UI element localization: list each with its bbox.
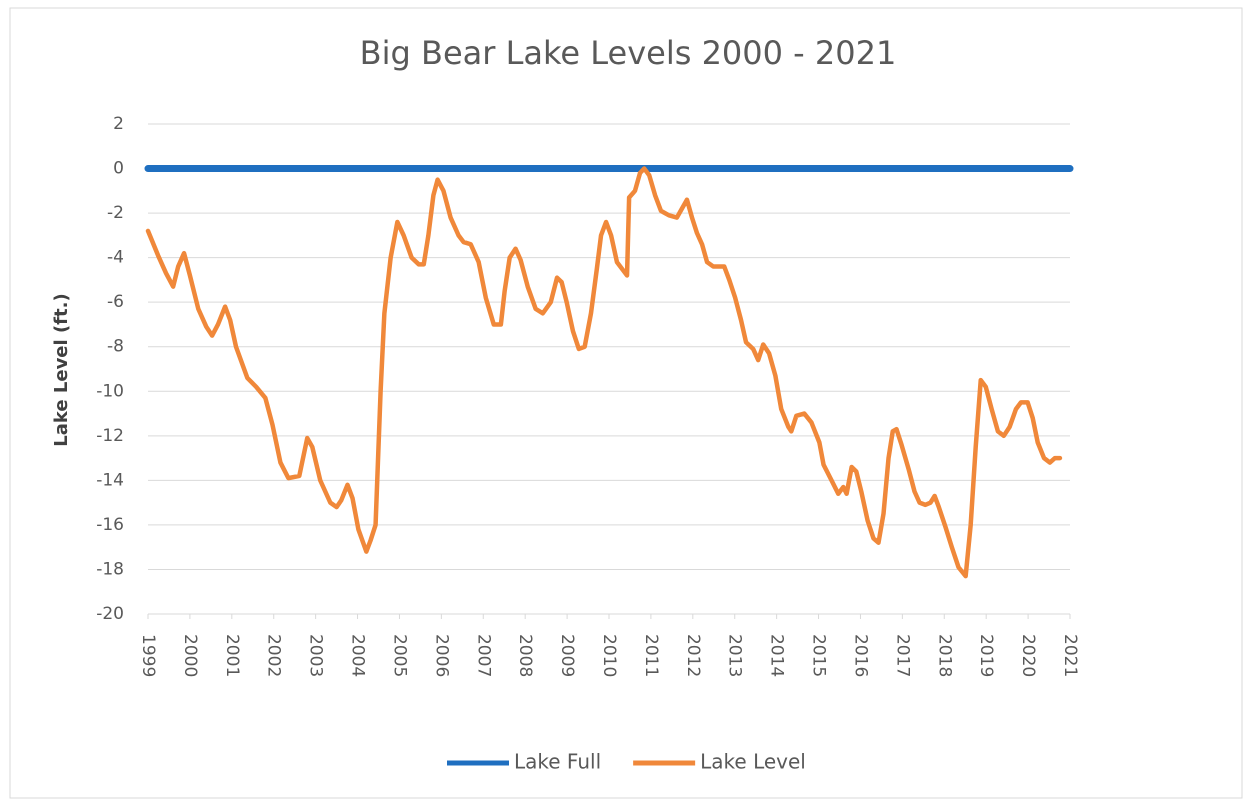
x-tick-label: 2005 bbox=[389, 634, 409, 677]
y-tick-label: -20 bbox=[96, 604, 124, 624]
y-axis-label: Lake Level (ft.) bbox=[51, 293, 72, 446]
x-tick-label: 2011 bbox=[641, 634, 661, 677]
x-tick-label: 1999 bbox=[138, 634, 158, 677]
y-tick-label: -2 bbox=[107, 203, 124, 223]
x-tick-label: 2019 bbox=[976, 634, 996, 677]
x-tick-label: 2006 bbox=[431, 634, 451, 677]
x-tick-label: 2020 bbox=[1018, 634, 1038, 677]
x-tick-label: 2016 bbox=[850, 634, 870, 677]
x-tick-label: 2010 bbox=[599, 634, 619, 677]
x-tick-label: 2009 bbox=[557, 634, 577, 677]
x-tick-label: 2017 bbox=[892, 634, 912, 677]
x-tick-label: 2021 bbox=[1060, 634, 1080, 677]
y-tick-label: -8 bbox=[107, 337, 124, 357]
y-tick-label: 0 bbox=[113, 159, 124, 179]
chart-title: Big Bear Lake Levels 2000 - 2021 bbox=[360, 34, 897, 72]
chart-border bbox=[9, 7, 1243, 799]
line-series bbox=[145, 166, 1063, 579]
x-tick-label: 2008 bbox=[515, 634, 535, 677]
x-tick-label: 2001 bbox=[222, 634, 242, 677]
y-tick-label: 2 bbox=[113, 114, 124, 134]
y-tick-label: -6 bbox=[107, 292, 124, 312]
x-tick-label: 2014 bbox=[767, 634, 787, 677]
legend-label: Lake Level bbox=[700, 750, 806, 774]
x-tick-label: 2012 bbox=[683, 634, 703, 677]
x-tick-label: 2015 bbox=[809, 634, 829, 677]
x-tick-label: 2018 bbox=[934, 634, 954, 677]
x-tick-label: 2004 bbox=[348, 634, 368, 677]
y-tick-label: -4 bbox=[107, 248, 124, 268]
y-tick-label: -16 bbox=[96, 515, 124, 535]
x-tick-label: 2002 bbox=[264, 634, 284, 677]
y-tick-label: -14 bbox=[96, 470, 124, 490]
x-tick-label: 2003 bbox=[306, 634, 326, 677]
legend-label: Lake Full bbox=[514, 750, 601, 774]
y-tick-label: -18 bbox=[96, 559, 124, 579]
x-tick-label: 2007 bbox=[473, 634, 493, 677]
x-tick-label: 2013 bbox=[725, 634, 745, 677]
y-tick-label: -12 bbox=[96, 426, 124, 446]
y-tick-label: -10 bbox=[96, 381, 124, 401]
x-tick-label: 2000 bbox=[180, 634, 200, 677]
